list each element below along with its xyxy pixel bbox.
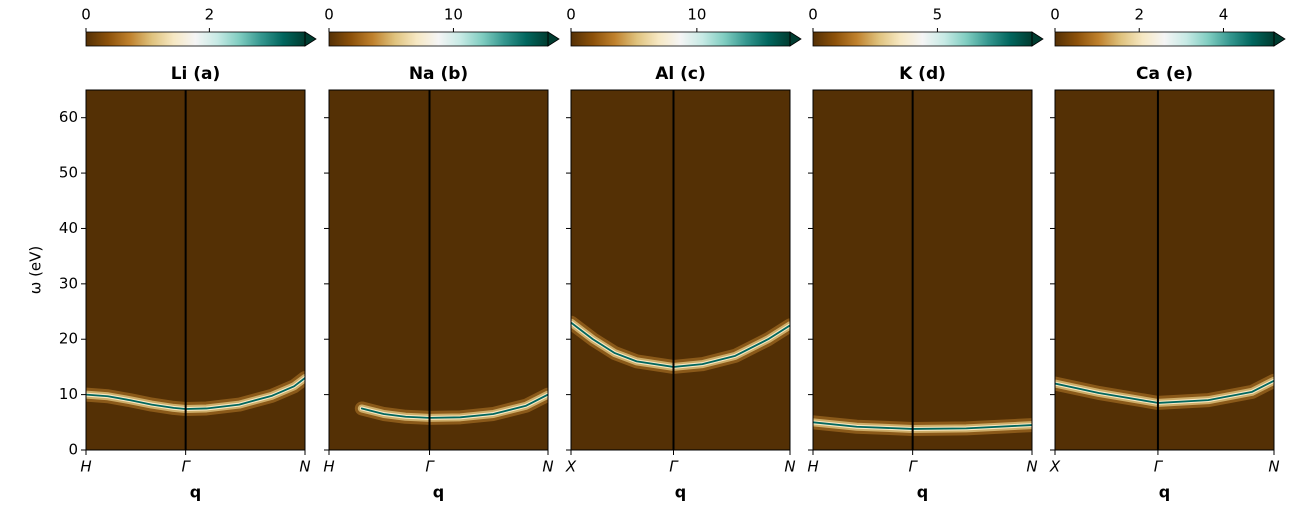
y-tick-label: 20 xyxy=(59,330,78,348)
panel-title: Li (a) xyxy=(171,64,221,84)
x-tick-label: N xyxy=(299,458,310,476)
y-tick-label: 10 xyxy=(59,385,78,403)
colorbar-extend xyxy=(547,31,560,47)
x-tick-label: Γ xyxy=(181,458,191,476)
colorbar-tick-label: 2 xyxy=(1134,6,1144,24)
x-tick-label: Γ xyxy=(1154,458,1164,476)
plasmon-band xyxy=(360,393,548,419)
colorbar-tick-label: 4 xyxy=(1219,6,1229,24)
x-tick-label: N xyxy=(542,458,553,476)
colorbar-tick-label: 10 xyxy=(444,6,463,24)
x-tick-label: Γ xyxy=(425,458,435,476)
panel-title: Na (b) xyxy=(409,64,468,84)
colorbar-tick-label: 0 xyxy=(81,6,91,24)
colorbar xyxy=(813,32,1032,46)
colorbar-extend xyxy=(1273,31,1286,47)
x-axis-label: q xyxy=(917,483,928,502)
colorbar xyxy=(1055,32,1274,46)
colorbar-frame xyxy=(812,31,1033,47)
panel-title: Ca (e) xyxy=(1136,64,1193,84)
y-tick-label: 0 xyxy=(68,441,78,459)
colorbar-tick-label: 5 xyxy=(933,6,943,24)
heatmap-bg xyxy=(329,90,548,450)
y-tick-label: 30 xyxy=(59,274,78,292)
colorbar-extend xyxy=(1031,31,1044,47)
colorbar xyxy=(329,32,548,46)
colorbar-tick-label: 0 xyxy=(566,6,576,24)
colorbar-tick-label: 0 xyxy=(808,6,818,24)
x-tick-label: H xyxy=(807,458,818,476)
colorbar-frame xyxy=(85,31,306,47)
x-tick-label: N xyxy=(784,458,795,476)
axes-frame xyxy=(812,89,1033,451)
panel-title: Al (c) xyxy=(655,64,706,84)
axes-frame xyxy=(328,89,549,451)
x-tick-label: X xyxy=(1049,458,1061,476)
heatmap-bg xyxy=(813,90,1032,450)
axes-frame xyxy=(85,89,306,451)
colorbar xyxy=(571,32,790,46)
x-tick-label: N xyxy=(1026,458,1037,476)
x-tick-label: N xyxy=(1268,458,1279,476)
x-axis-label: q xyxy=(433,483,444,502)
plasmon-band xyxy=(1055,379,1274,404)
x-tick-label: X xyxy=(565,458,577,476)
colorbar-frame xyxy=(570,31,791,47)
heatmap-bg xyxy=(571,90,790,450)
x-axis-label: q xyxy=(190,483,201,502)
panel-title: K (d) xyxy=(899,64,946,84)
colorbar-extend xyxy=(789,31,802,47)
x-tick-label: Γ xyxy=(669,458,679,476)
y-tick-label: 50 xyxy=(59,164,78,182)
x-tick-label: Γ xyxy=(908,458,918,476)
x-tick-label: H xyxy=(80,458,91,476)
x-axis-label: q xyxy=(1159,483,1170,502)
colorbar xyxy=(86,32,305,46)
colorbar-tick-label: 0 xyxy=(324,6,334,24)
colorbar-tick-label: 10 xyxy=(687,6,706,24)
colorbar-tick-label: 2 xyxy=(205,6,215,24)
x-axis-label: q xyxy=(675,483,686,502)
colorbar-extend xyxy=(304,31,317,47)
y-tick-label: 60 xyxy=(59,108,78,126)
y-axis-label: ω (eV) xyxy=(27,246,45,295)
y-tick-label: 40 xyxy=(59,219,78,237)
axes-frame xyxy=(1054,89,1275,451)
x-tick-label: H xyxy=(323,458,334,476)
axes-frame xyxy=(570,89,791,451)
colorbar-frame xyxy=(1054,31,1275,47)
colorbar-tick-label: 0 xyxy=(1050,6,1060,24)
colorbar-frame xyxy=(328,31,549,47)
